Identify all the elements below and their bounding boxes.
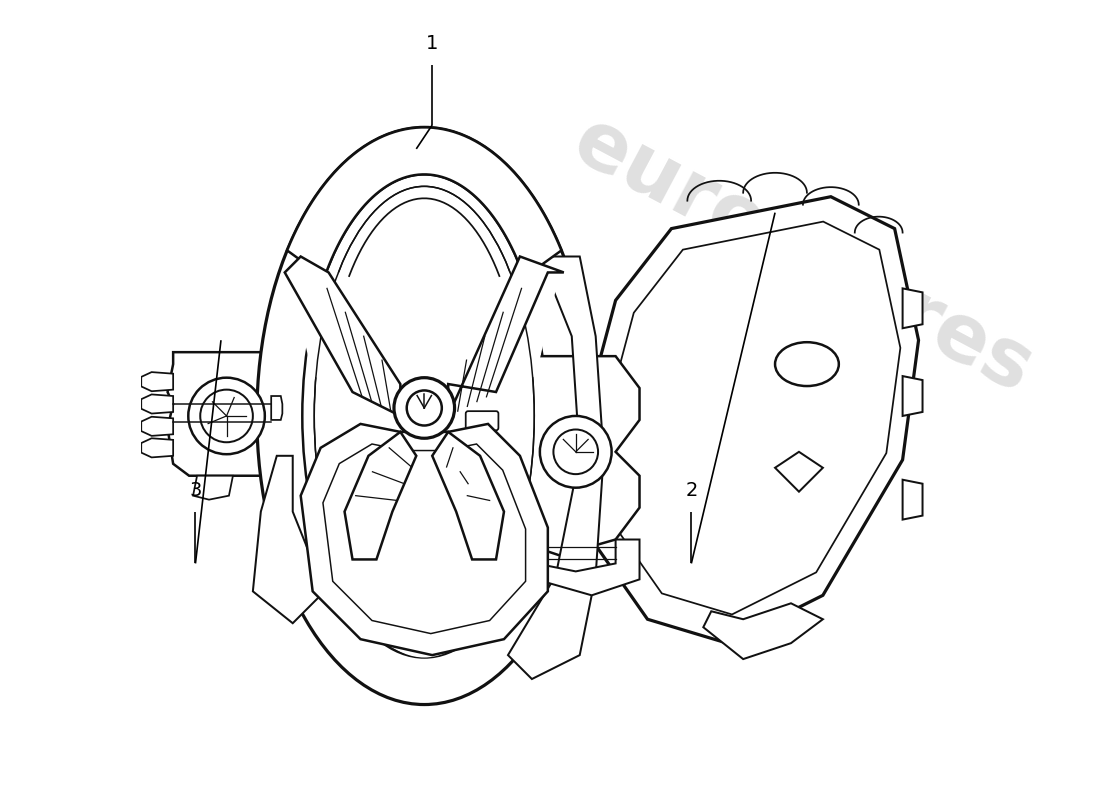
Polygon shape (272, 396, 283, 420)
Text: 1: 1 (426, 34, 439, 54)
Polygon shape (606, 222, 901, 614)
Polygon shape (253, 456, 324, 623)
Text: 3: 3 (189, 481, 201, 500)
Circle shape (553, 430, 598, 474)
Polygon shape (323, 444, 526, 634)
Polygon shape (287, 127, 561, 278)
Text: eurospares: eurospares (560, 102, 1046, 410)
Polygon shape (584, 197, 918, 643)
Ellipse shape (302, 174, 547, 658)
Circle shape (188, 378, 265, 454)
Polygon shape (703, 603, 823, 659)
FancyBboxPatch shape (465, 411, 498, 430)
Polygon shape (141, 417, 173, 436)
Polygon shape (496, 356, 639, 555)
Ellipse shape (257, 127, 592, 705)
Text: 2: 2 (685, 481, 697, 500)
Polygon shape (300, 424, 548, 655)
Polygon shape (285, 257, 400, 416)
Polygon shape (448, 257, 564, 416)
Polygon shape (903, 376, 923, 416)
Polygon shape (903, 288, 923, 328)
Polygon shape (432, 432, 504, 559)
Polygon shape (776, 452, 823, 492)
Circle shape (200, 390, 253, 442)
Text: since 1985: since 1985 (667, 460, 827, 563)
Polygon shape (903, 480, 923, 519)
Polygon shape (141, 438, 173, 458)
Circle shape (540, 416, 612, 488)
Polygon shape (508, 257, 604, 679)
Polygon shape (512, 539, 639, 595)
Polygon shape (141, 394, 173, 414)
Ellipse shape (776, 342, 839, 386)
Polygon shape (167, 352, 272, 476)
Circle shape (394, 378, 454, 438)
Polygon shape (344, 432, 416, 559)
Polygon shape (141, 372, 173, 391)
Ellipse shape (318, 206, 530, 658)
Circle shape (407, 390, 442, 426)
Polygon shape (194, 476, 233, 500)
Polygon shape (288, 273, 560, 416)
